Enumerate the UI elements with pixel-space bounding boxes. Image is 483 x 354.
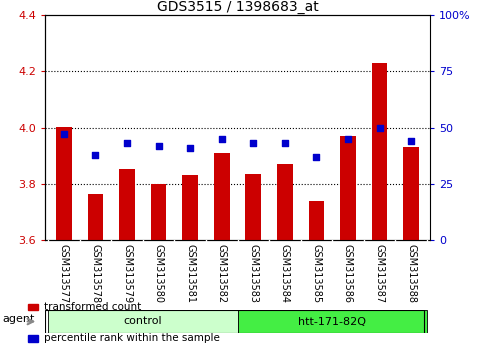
Text: percentile rank within the sample: percentile rank within the sample bbox=[44, 333, 220, 343]
Text: GSM313584: GSM313584 bbox=[280, 244, 290, 303]
Text: GSM313577: GSM313577 bbox=[59, 244, 69, 303]
Bar bbox=[151, 184, 167, 240]
Bar bbox=[340, 136, 356, 240]
Text: GSM313580: GSM313580 bbox=[154, 244, 164, 303]
Text: htt-171-82Q: htt-171-82Q bbox=[298, 316, 366, 326]
Text: GSM313581: GSM313581 bbox=[185, 244, 195, 303]
Bar bbox=[119, 170, 135, 240]
Bar bbox=[309, 201, 324, 240]
Point bbox=[92, 152, 99, 157]
Text: transformed count: transformed count bbox=[44, 302, 142, 312]
Bar bbox=[245, 175, 261, 240]
Text: control: control bbox=[124, 316, 162, 326]
Point bbox=[407, 138, 415, 144]
Bar bbox=[56, 127, 72, 240]
Point bbox=[344, 136, 352, 142]
Text: GSM313586: GSM313586 bbox=[343, 244, 353, 303]
Bar bbox=[214, 153, 229, 240]
Bar bbox=[28, 304, 38, 310]
Text: GSM313578: GSM313578 bbox=[90, 244, 100, 303]
Title: GDS3515 / 1398683_at: GDS3515 / 1398683_at bbox=[156, 0, 318, 14]
Text: GSM313583: GSM313583 bbox=[248, 244, 258, 303]
Point bbox=[155, 143, 162, 148]
Point bbox=[313, 154, 320, 160]
Bar bbox=[238, 310, 427, 333]
Text: GSM313585: GSM313585 bbox=[312, 244, 321, 303]
Text: GSM313579: GSM313579 bbox=[122, 244, 132, 303]
Text: GSM313588: GSM313588 bbox=[406, 244, 416, 303]
Bar bbox=[182, 175, 198, 240]
Text: agent: agent bbox=[2, 314, 35, 324]
Bar bbox=[28, 335, 38, 342]
Point bbox=[123, 141, 131, 146]
Point bbox=[376, 125, 384, 130]
Bar bbox=[371, 63, 387, 240]
Point bbox=[218, 136, 226, 142]
Point bbox=[249, 141, 257, 146]
Text: GSM313587: GSM313587 bbox=[374, 244, 384, 303]
Text: GSM313582: GSM313582 bbox=[217, 244, 227, 303]
Bar bbox=[277, 164, 293, 240]
Point bbox=[186, 145, 194, 150]
Bar bbox=[87, 194, 103, 240]
Bar bbox=[403, 147, 419, 240]
Bar bbox=[48, 310, 238, 333]
Point bbox=[281, 141, 289, 146]
Point bbox=[60, 131, 68, 137]
